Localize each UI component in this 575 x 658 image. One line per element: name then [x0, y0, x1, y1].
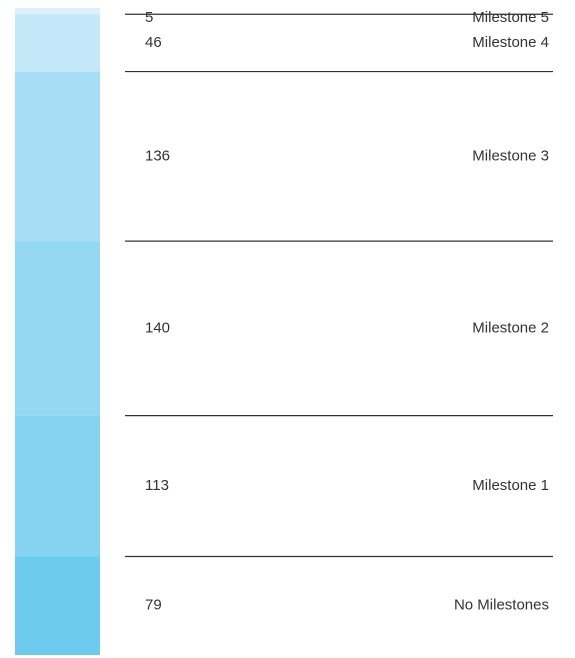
- segment-name: Milestone 5: [472, 9, 549, 26]
- value-label: 5: [145, 9, 153, 26]
- bar-segment: [15, 241, 100, 416]
- value-label: 46: [145, 34, 162, 51]
- value-label: 113: [145, 477, 169, 494]
- segment-name: Milestone 1: [472, 477, 549, 494]
- segment-name: Milestone 2: [472, 319, 549, 336]
- value-label: 140: [145, 319, 170, 336]
- value-label: 79: [145, 597, 162, 614]
- bar-segment: [15, 556, 100, 655]
- value-label: 136: [145, 147, 170, 164]
- bar-segment: [15, 71, 100, 242]
- segment-name: Milestone 4: [472, 34, 549, 51]
- segment-name: Milestone 3: [472, 147, 549, 164]
- bar-segment: [15, 8, 100, 15]
- segment-name: No Milestones: [454, 597, 549, 614]
- bar-segment: [15, 14, 100, 72]
- bar-segment: [15, 415, 100, 557]
